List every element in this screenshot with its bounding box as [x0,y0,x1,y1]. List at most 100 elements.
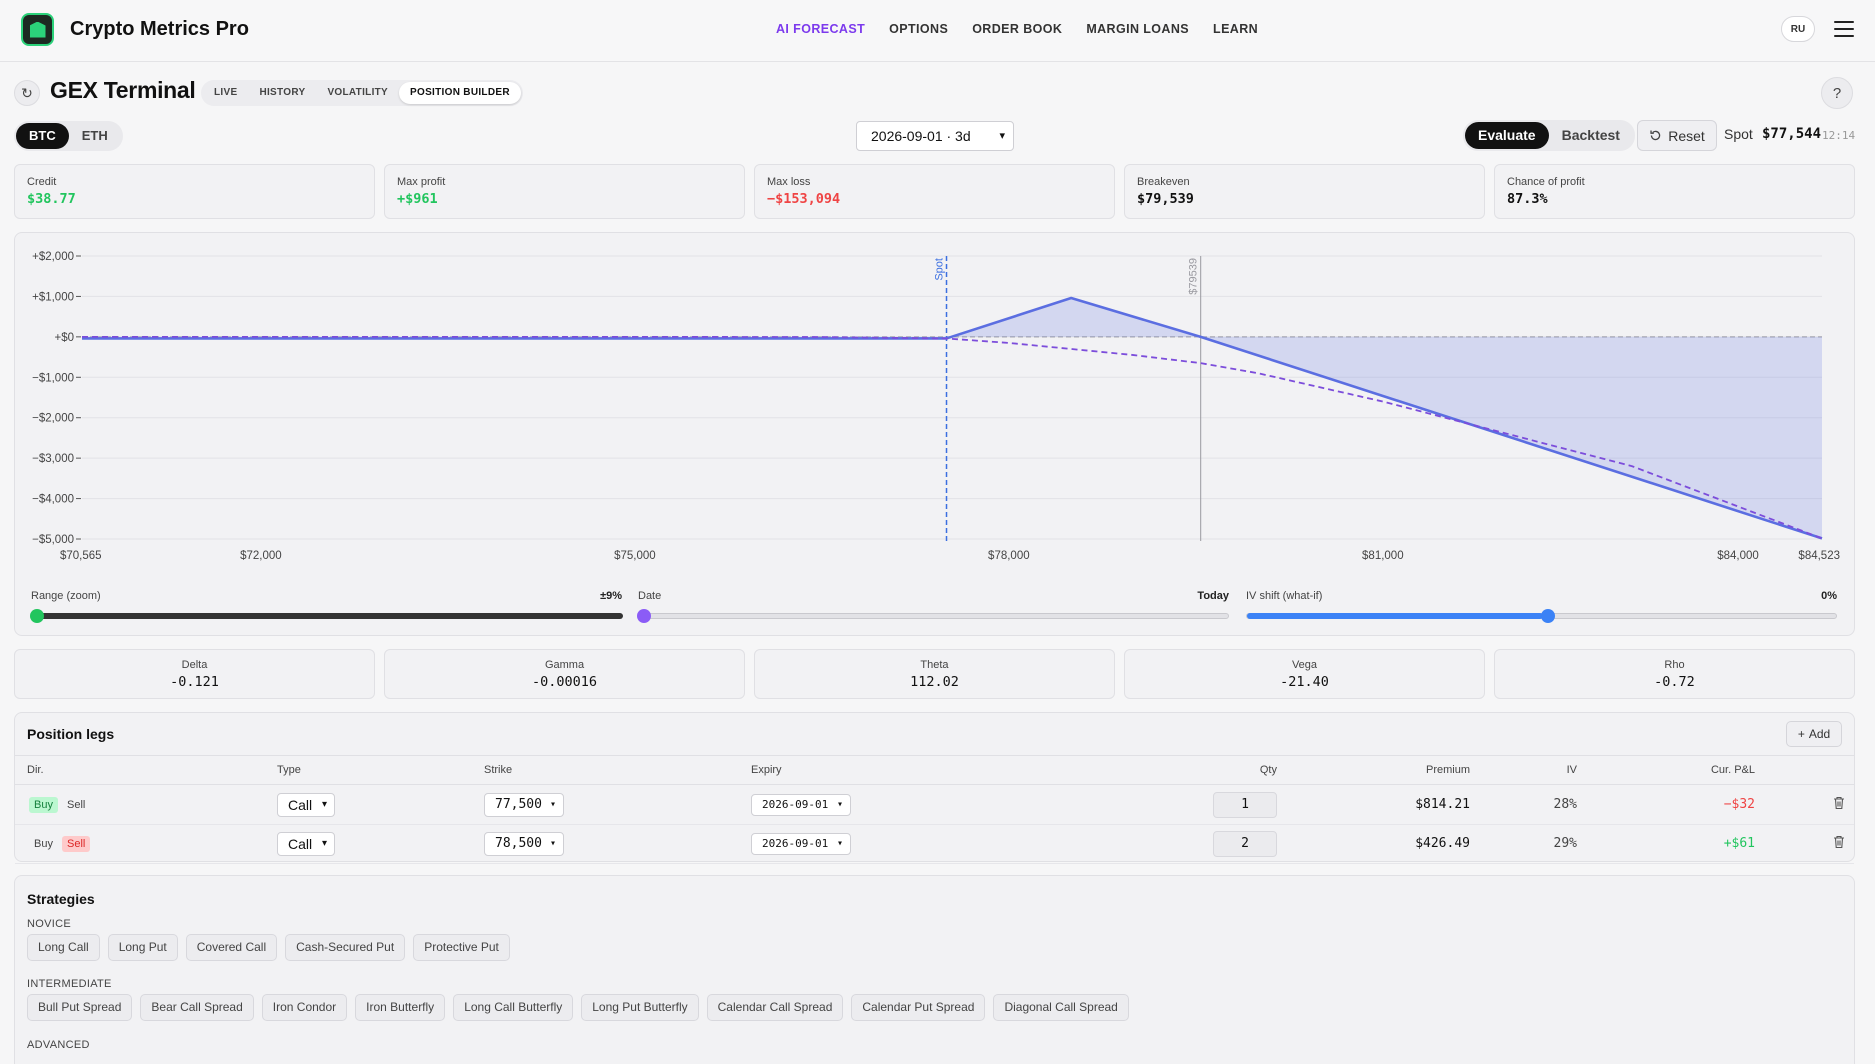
expiry-value: 2026-09-01 [762,798,829,811]
tab-volatility[interactable]: VOLATILITY [327,87,389,98]
trash-icon[interactable] [1833,796,1845,810]
expiry-select[interactable]: 2026-09-01 · 3d ▾ [856,121,1014,151]
backtest-button[interactable]: Backtest [1561,127,1620,143]
premium-value: $814.21 [1415,797,1470,812]
expiry-leg-select[interactable]: 2026-09-01 ▾ [751,794,851,816]
y-tick-label: −$1,000 [32,372,74,384]
slider-value-range-zoom: ±9% [600,590,622,602]
strategy-diagonal-call-spread[interactable]: Diagonal Call Spread [993,994,1129,1021]
legs-title: Position legs [27,726,115,742]
strategy-chip-row: Bull Put Spread Bear Call Spread Iron Cond… [27,994,1129,1021]
kpi-breakeven: Breakeven $79,539 [1124,164,1485,219]
strategy-covered-call[interactable]: Covered Call [185,934,278,961]
chevron-down-icon: ▾ [549,838,556,849]
strategy-bull-put-spread[interactable]: Bull Put Spread [27,994,133,1021]
greek-value: -0.121 [170,674,219,690]
trash-icon[interactable] [1833,835,1845,849]
strategy-iron-condor[interactable]: Iron Condor [261,994,348,1021]
x-tick-label: $81,000 [1362,550,1404,562]
x-tick-label: $84,523 [1798,550,1840,562]
buy-toggle[interactable]: Buy [34,838,53,850]
type-select[interactable]: Call ▾ [277,832,335,856]
slider-range-zoom[interactable] [30,609,623,623]
strategy-iron-butterfly[interactable]: Iron Butterfly [355,994,446,1021]
kpi-label: Credit [27,176,57,188]
payoff-chart[interactable]: +$2,000 +$1,000 +$0 −$1,000 −$2,000 −$3,000 −$… [15,233,1856,613]
reset-icon [1650,130,1661,141]
payoff-at-expiry-line [82,296,1823,540]
slider-value-date: Today [1197,590,1229,602]
qty-input[interactable]: 1 [1213,792,1277,818]
iv-value: 28% [1553,797,1577,812]
iv-value: 29% [1553,836,1577,851]
slider-iv-shift-what-if[interactable] [1246,609,1837,623]
payoff-area [82,298,1822,539]
app-title[interactable]: Crypto Metrics Pro [70,18,249,40]
spot-price: $77,544 [1762,126,1822,142]
sell-toggle[interactable]: Sell [62,836,91,852]
tab-live[interactable]: LIVE [214,87,238,98]
qty-input[interactable]: 2 [1213,831,1277,857]
col-expiry: Expiry [751,764,782,776]
tab-history[interactable]: HISTORY [259,87,306,98]
strategy-group-advanced: ADVANCED [27,1039,90,1051]
greek-gamma: Gamma -0.00016 [384,649,745,699]
tab-position-builder[interactable]: POSITION BUILDER [399,82,521,104]
strategy-long-call[interactable]: Long Call [27,934,100,961]
chevron-down-icon: ▾ [836,799,843,810]
nav-options[interactable]: OPTIONS [889,22,949,36]
evaluate-button[interactable]: Evaluate [1465,122,1549,149]
type-value: Call [288,797,313,813]
asset-tab-eth[interactable]: ETH [81,128,108,143]
expiry-value: 2026-09-01 [762,837,829,850]
spot-timestamp: 12:14 [1822,129,1856,142]
nav-learn[interactable]: LEARN [1213,22,1259,36]
greek-value: 112.02 [910,674,959,690]
slider-label-iv-shift-what-if: IV shift (what-if) [1246,590,1323,602]
strategy-protective-put[interactable]: Protective Put [413,934,510,961]
asset-tab-btc[interactable]: BTC [16,123,69,149]
marker-label: Spot [934,258,946,281]
reset-button[interactable]: Reset [1637,120,1717,151]
refresh-icon[interactable]: ↻ [14,80,40,106]
strategy-group-intermediate: INTERMEDIATE [27,978,112,990]
kpi-credit: Credit $38.77 [14,164,375,219]
strategy-bear-call-spread[interactable]: Bear Call Spread [140,994,254,1021]
sell-toggle[interactable]: Sell [67,799,86,811]
strategy-long-put[interactable]: Long Put [107,934,178,961]
language-button[interactable]: RU [1781,16,1815,42]
greek-delta: Delta -0.121 [14,649,375,699]
strategy-long-call-butterfly[interactable]: Long Call Butterfly [453,994,574,1021]
slider-label-range-zoom: Range (zoom) [31,590,101,602]
chevron-down-icon: ▾ [836,838,843,849]
chevron-down-icon: ▾ [321,799,327,810]
add-leg-button[interactable]: + Add [1786,721,1842,747]
slider-thumb[interactable] [637,609,651,623]
main-nav: AI FORECAST OPTIONS ORDER BOOK MARGIN LOANS… [776,22,1258,36]
nav-margin-loans[interactable]: MARGIN LOANS [1086,22,1190,36]
expiry-leg-select[interactable]: 2026-09-01 ▾ [751,833,851,855]
legs-table-header: Dir. Type Strike Expiry Qty Premium IV Cur. P&L [15,755,1854,785]
y-tick-label: −$5,000 [32,534,74,546]
slider-thumb[interactable] [1540,609,1555,623]
help-icon[interactable]: ? [1821,77,1853,109]
buy-toggle[interactable]: Buy [29,797,58,813]
strategy-calendar-put-spread[interactable]: Calendar Put Spread [851,994,986,1021]
slider-date[interactable] [637,609,1229,623]
payoff-chart-card: +$2,000 +$1,000 +$0 −$1,000 −$2,000 −$3,000 −$… [14,232,1855,636]
type-select[interactable]: Call ▾ [277,793,335,817]
strike-select[interactable]: 78,500 ▾ [484,832,564,856]
strategy-calendar-call-spread[interactable]: Calendar Call Spread [706,994,844,1021]
slider-thumb[interactable] [30,609,44,623]
hamburger-menu-icon[interactable] [1834,21,1854,37]
marker-label: $79539 [1188,258,1200,295]
nav-ai-forecast[interactable]: AI FORECAST [776,22,866,36]
strategy-long-put-butterfly[interactable]: Long Put Butterfly [581,994,699,1021]
strike-select[interactable]: 77,500 ▾ [484,793,564,817]
y-tick-label: +$0 [54,332,74,344]
trash-glyph [1834,796,1844,810]
strategy-cash-secured-put[interactable]: Cash-Secured Put [285,934,406,961]
nav-order-book[interactable]: ORDER BOOK [972,22,1063,36]
app-logo-icon[interactable] [21,13,54,46]
kpi-label: Chance of profit [1507,176,1585,188]
